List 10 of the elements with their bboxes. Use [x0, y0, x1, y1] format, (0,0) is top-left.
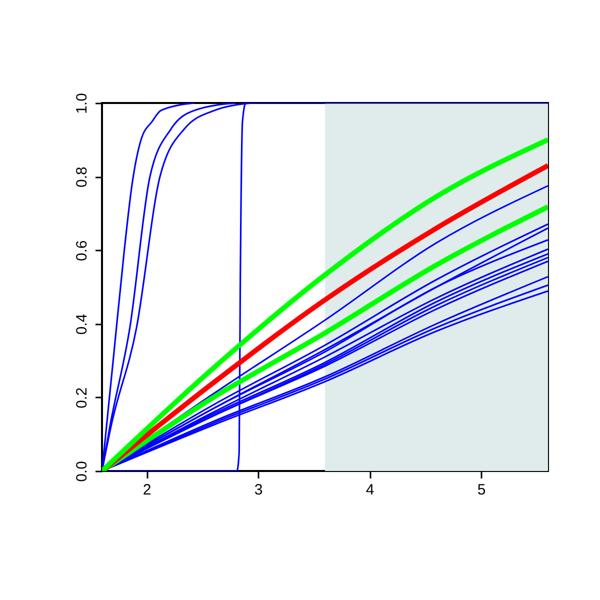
y-tick-label: 0.8 — [74, 166, 90, 188]
y-tick-label: 1.0 — [74, 93, 90, 114]
y-tick-label: 0.0 — [74, 461, 90, 482]
x-tick-label: 3 — [254, 482, 263, 498]
x-tick-label: 5 — [477, 482, 486, 498]
y-tick-label: 0.2 — [74, 387, 90, 408]
x-tick-label: 4 — [366, 482, 374, 498]
x-tick-label: 2 — [142, 482, 152, 498]
y-tick-label: 0.6 — [74, 240, 90, 262]
y-tick-label: 0.4 — [74, 314, 90, 335]
